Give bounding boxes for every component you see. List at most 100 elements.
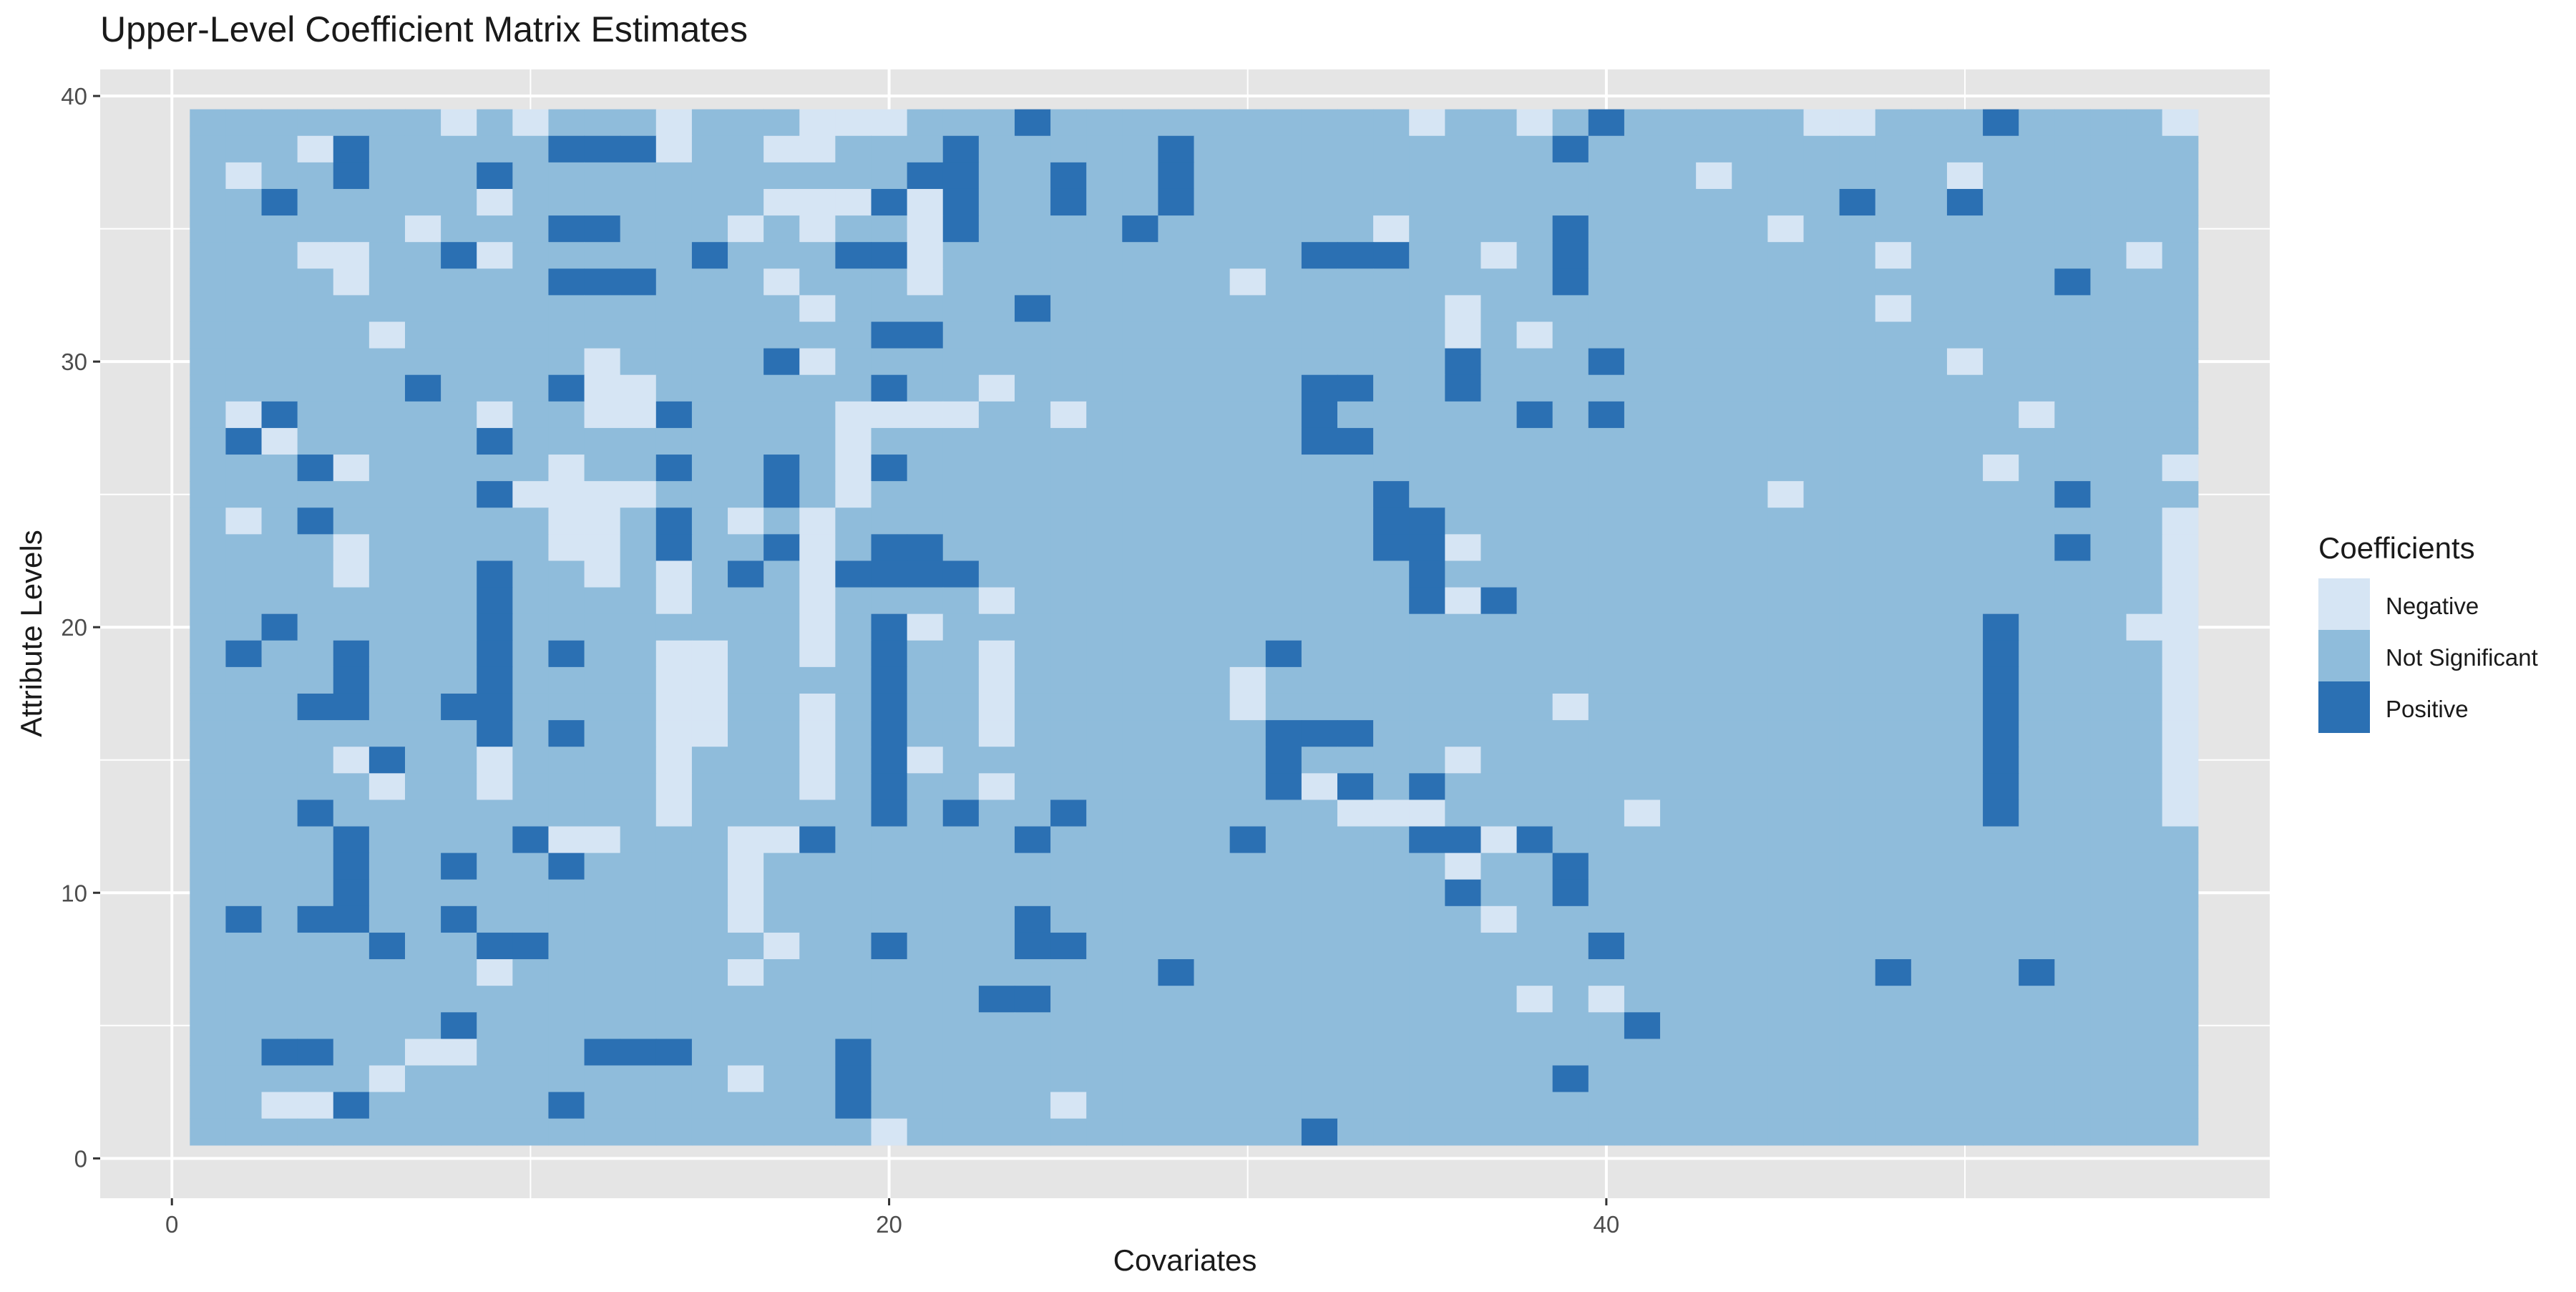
heatmap-cell [763, 640, 800, 668]
heatmap-cell [1086, 1092, 1123, 1119]
heatmap-cell [835, 826, 872, 854]
heatmap-cell [1158, 826, 1195, 854]
heatmap-cell [1050, 1039, 1087, 1067]
heatmap-cell [1480, 826, 1518, 854]
heatmap-cell [871, 1065, 908, 1093]
heatmap-cell [477, 879, 513, 907]
heatmap-cell [1409, 905, 1445, 933]
heatmap-cell [2126, 905, 2163, 933]
heatmap-cell [2162, 215, 2199, 243]
heatmap-cell [1301, 1039, 1338, 1067]
heatmap-cell [1301, 747, 1338, 774]
heatmap-cell [1229, 800, 1267, 827]
heatmap-cell [907, 853, 944, 880]
heatmap-cell [1409, 348, 1445, 376]
heatmap-cell [978, 773, 1015, 801]
heatmap-cell [1014, 268, 1051, 296]
heatmap-cell [1624, 932, 1661, 960]
heatmap-cell [225, 666, 263, 694]
heatmap-cell [297, 188, 334, 216]
heatmap-cell [225, 135, 263, 163]
heatmap-cell [1696, 800, 1732, 827]
heatmap-cell [871, 401, 908, 429]
heatmap-cell [1086, 826, 1123, 854]
heatmap-cell [1552, 401, 1589, 429]
heatmap-cell [1445, 1092, 1482, 1119]
heatmap-cell [2126, 321, 2163, 349]
heatmap-cell [2162, 905, 2199, 933]
heatmap-cell [620, 1012, 657, 1039]
heatmap-cell [1409, 374, 1445, 402]
heatmap-cell [1875, 534, 1912, 562]
heatmap-cell [655, 826, 693, 854]
heatmap-cell [1767, 613, 1805, 641]
heatmap-cell [1767, 1012, 1805, 1039]
heatmap-cell [225, 1012, 263, 1039]
heatmap-cell [1194, 720, 1231, 747]
heatmap-cell [1767, 188, 1805, 216]
heatmap-cell [369, 348, 406, 376]
heatmap-cell [2019, 1039, 2055, 1067]
heatmap-cell [1875, 427, 1912, 455]
heatmap-cell [1086, 959, 1123, 986]
heatmap-cell [942, 959, 980, 986]
heatmap-cell [978, 188, 1015, 216]
heatmap-cell [404, 1039, 441, 1067]
heatmap-cell [2019, 374, 2055, 402]
heatmap-cell [1265, 268, 1302, 296]
heatmap-cell [2019, 481, 2055, 508]
heatmap-cell [655, 932, 693, 960]
heatmap-cell [1767, 640, 1805, 668]
heatmap-cell [907, 826, 944, 854]
heatmap-cell [297, 507, 334, 535]
heatmap-cell [1050, 162, 1087, 190]
heatmap-cell [297, 348, 334, 376]
heatmap-cell [1803, 1065, 1840, 1093]
heatmap-cell [728, 879, 764, 907]
heatmap-cell [1301, 135, 1338, 163]
heatmap-cell [1301, 800, 1338, 827]
heatmap-cell [1158, 720, 1195, 747]
heatmap-cell [728, 215, 764, 243]
heatmap-cell [1516, 188, 1553, 216]
heatmap-cell [512, 826, 550, 854]
heatmap-cell [1732, 773, 1768, 801]
legend-label-positive: Positive [2386, 696, 2469, 722]
heatmap-cell [297, 932, 334, 960]
heatmap-cell [1337, 109, 1374, 137]
heatmap-cell [1911, 560, 1948, 588]
heatmap-cell [2054, 747, 2092, 774]
heatmap-cell [2090, 481, 2127, 508]
heatmap-cell [1875, 986, 1912, 1013]
heatmap-cell [369, 321, 406, 349]
heatmap-cell [763, 905, 800, 933]
heatmap-cell [512, 1012, 550, 1039]
heatmap-cell [799, 666, 836, 694]
heatmap-cell [1839, 348, 1876, 376]
heatmap-cell [1409, 109, 1445, 137]
heatmap-cell [190, 959, 227, 986]
heatmap-cell [548, 959, 585, 986]
heatmap-cell [1696, 1065, 1732, 1093]
heatmap-cell [512, 215, 550, 243]
heatmap-cell [1839, 427, 1876, 455]
heatmap-cell [620, 587, 657, 615]
heatmap-cell [333, 959, 370, 986]
heatmap-cell [1265, 401, 1302, 429]
heatmap-cell [584, 455, 621, 482]
heatmap-cell [1086, 932, 1123, 960]
heatmap-cell [1265, 162, 1302, 190]
heatmap-cell [1911, 1012, 1948, 1039]
heatmap-cell [2162, 613, 2199, 641]
heatmap-cell [297, 374, 334, 402]
heatmap-cell [799, 587, 836, 615]
heatmap-cell [297, 1092, 334, 1119]
heatmap-cell [2162, 747, 2199, 774]
heatmap-cell [1480, 1065, 1518, 1093]
heatmap-cell [2054, 1065, 2092, 1093]
heatmap-cell [441, 640, 477, 668]
heatmap-cell [942, 905, 980, 933]
heatmap-cell [512, 268, 550, 296]
heatmap-cell [2019, 932, 2055, 960]
heatmap-cell [2090, 374, 2127, 402]
